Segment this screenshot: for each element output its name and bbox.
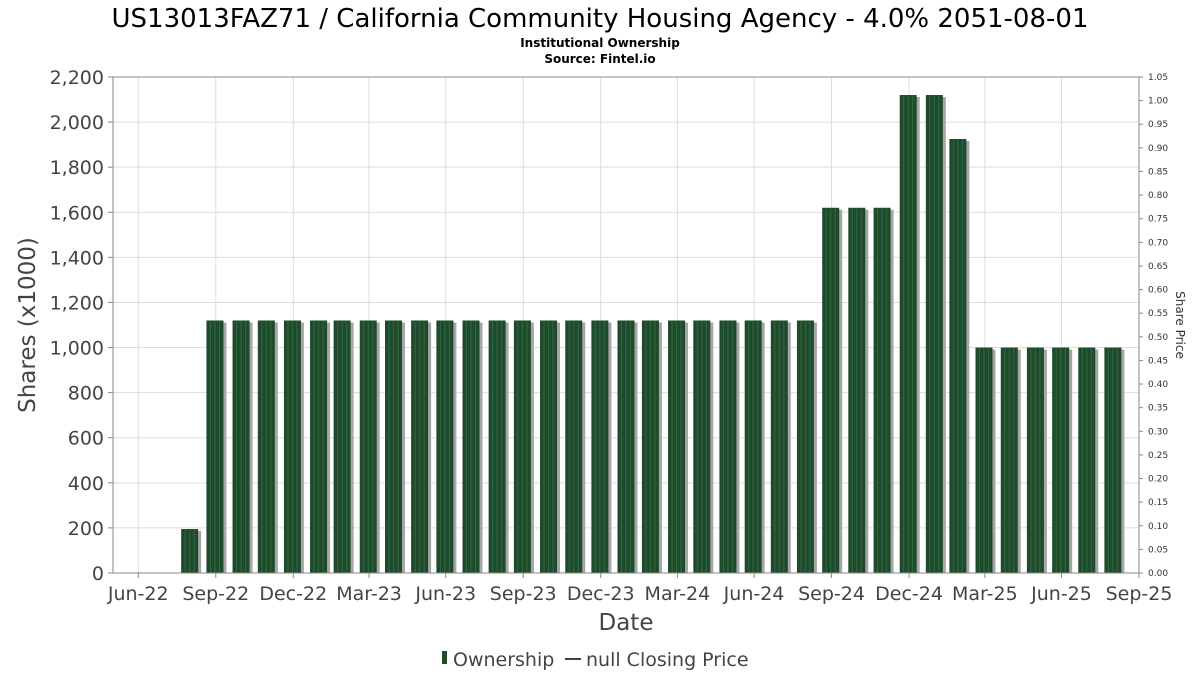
y-axis-label: Shares (x1000) <box>15 237 41 413</box>
y2-tick-label: 0.70 <box>1148 238 1168 248</box>
y2-tick-label: 0.60 <box>1148 286 1168 296</box>
y2-tick-label: 1.00 <box>1148 97 1168 107</box>
y-tick-label: 2,000 <box>50 112 104 134</box>
y2-tick-label: 0.55 <box>1148 309 1168 319</box>
y-tick-label: 1,800 <box>50 157 104 179</box>
legend-item-ownership: Ownership <box>453 649 554 671</box>
x-tick-label: Sep-25 <box>1106 583 1173 605</box>
x-tick-label: Sep-22 <box>182 583 249 605</box>
x-tick-label: Dec-23 <box>567 583 635 605</box>
x-tick-label: Dec-24 <box>875 583 943 605</box>
y-tick-label: 0 <box>92 563 104 585</box>
y-tick-label: 400 <box>68 473 104 495</box>
y-tick-label: 1,200 <box>50 292 104 314</box>
legend-bar-swatch <box>442 651 447 664</box>
y-tick-label: 600 <box>68 428 104 450</box>
y-tick-label: 1,600 <box>50 202 104 224</box>
x-tick-label: Sep-24 <box>798 583 865 605</box>
y2-tick-label: 0.95 <box>1148 120 1168 130</box>
legend-item-closing-price: null Closing Price <box>586 649 749 671</box>
y2-tick-label: 0.80 <box>1148 191 1168 201</box>
chart-subtitle-line-2: Source: Fintel.io <box>544 52 655 66</box>
x-tick-label: Sep-23 <box>490 583 557 605</box>
y2-tick-label: 0.75 <box>1148 215 1168 225</box>
y2-tick-label: 0.20 <box>1148 475 1168 485</box>
y-tick-label: 1,400 <box>50 247 104 269</box>
chart-subtitle-line-1: Institutional Ownership <box>520 36 680 50</box>
x-axis-label: Date <box>599 610 654 636</box>
x-tick-label: Jun-24 <box>723 583 785 605</box>
y-tick-label: 800 <box>68 383 104 405</box>
y2-tick-label: 0.50 <box>1148 333 1168 343</box>
y-axis-left: 0 200 400 600 800 1,000 1,200 1,400 1,600 1,800 2,… <box>50 67 113 585</box>
x-tick-label: Mar-24 <box>645 583 711 605</box>
x-axis: Jun-22 Sep-22 Dec-22 Mar-23 Jun-23 Sep-23 Dec-… <box>107 573 1173 605</box>
x-tick-label: Jun-25 <box>1030 583 1092 605</box>
y2-tick-label: 0.30 <box>1148 427 1168 437</box>
y-tick-label: 2,200 <box>50 67 104 89</box>
y2-tick-label: 0.40 <box>1148 380 1168 390</box>
x-tick-label: Jun-22 <box>107 583 169 605</box>
plot-frame <box>112 76 1140 574</box>
y2-tick-label: 0.15 <box>1148 498 1168 508</box>
x-tick-label: Dec-22 <box>259 583 327 605</box>
y-axis-right: 0.00 0.05 0.10 0.15 0.20 0.25 0.30 0.35 0.40 0.45… <box>1139 73 1168 579</box>
y2-tick-label: 0.65 <box>1148 262 1168 272</box>
x-tick-label: Mar-25 <box>952 583 1018 605</box>
y2-tick-label: 0.00 <box>1148 569 1168 579</box>
x-tick-label: Mar-23 <box>336 583 402 605</box>
y-tick-label: 200 <box>68 518 104 540</box>
bar-series-ownership <box>181 95 1125 573</box>
y2-tick-label: 0.35 <box>1148 404 1168 414</box>
chart-title: US13013FAZ71 / California Community Hous… <box>112 4 1089 34</box>
y2-tick-label: 0.10 <box>1148 522 1168 532</box>
y2-tick-label: 1.05 <box>1148 73 1168 83</box>
y2-tick-label: 0.25 <box>1148 451 1168 461</box>
x-tick-label: Jun-23 <box>414 583 476 605</box>
y2-tick-label: 0.90 <box>1148 144 1168 154</box>
y2-tick-label: 0.05 <box>1148 545 1168 555</box>
y2-tick-label: 0.45 <box>1148 356 1168 366</box>
legend: Ownership null Closing Price <box>442 649 749 671</box>
y2-axis-label: Share Price <box>1173 291 1187 359</box>
y2-tick-label: 0.85 <box>1148 167 1168 177</box>
y-tick-label: 1,000 <box>50 338 104 360</box>
